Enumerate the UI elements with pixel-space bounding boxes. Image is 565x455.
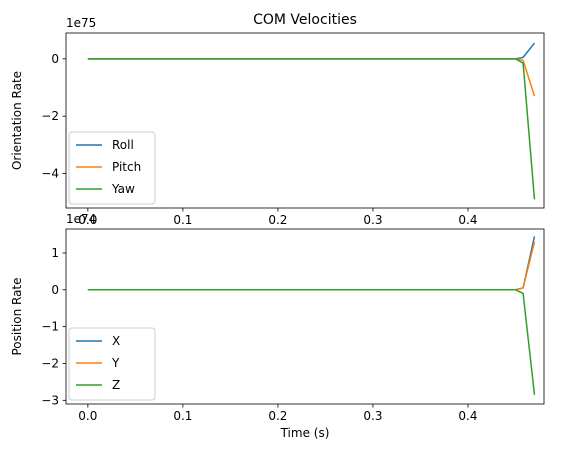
axes-frame	[65, 32, 545, 209]
y-tick-label: 1	[51, 246, 59, 260]
legend-label-x: X	[112, 334, 120, 348]
axis-offset-text: 1e74	[66, 212, 96, 226]
axis-offset-text: 1e75	[66, 16, 96, 30]
y-tick-label: −1	[41, 320, 59, 334]
x-tick-label: 0.0	[78, 409, 97, 423]
series-line-z	[87, 289, 536, 395]
chart-title: COM Velocities	[253, 12, 357, 28]
y-tick-label: 0	[51, 52, 59, 66]
series-line-y	[87, 241, 536, 291]
plot-area	[87, 42, 536, 200]
legend: Roll Pitch Yaw	[68, 131, 156, 205]
y-tick-label: −4	[41, 167, 59, 181]
legend-label-pitch: Pitch	[112, 160, 141, 174]
y-tick-label: −3	[41, 393, 59, 407]
x-tick-label: 0.4	[458, 409, 477, 423]
x-axis-label: Time (s)	[280, 426, 330, 440]
y-axis-label: Orientation Rate	[10, 71, 24, 170]
x-tick-label: 0.3	[363, 213, 382, 227]
x-tick-label: 0.1	[173, 409, 192, 423]
legend-label-y: Y	[111, 356, 120, 370]
y-tick-label: 0	[51, 283, 59, 297]
x-tick-label: 0.4	[458, 213, 477, 227]
series-line-yaw	[87, 58, 536, 200]
legend: XYZ	[68, 327, 156, 401]
x-tick-label: 0.2	[268, 213, 287, 227]
y-tick-label: −2	[41, 109, 59, 123]
legend-label-z: Z	[112, 378, 120, 392]
plot-area	[87, 236, 536, 395]
series-line-x	[87, 236, 536, 291]
legend-label-roll: Roll	[112, 138, 134, 152]
x-tick-label: 0.0	[78, 213, 97, 227]
x-tick-label: 0.2	[268, 409, 287, 423]
series-line-pitch	[87, 58, 536, 97]
x-tick-label: 0.1	[173, 213, 192, 227]
subplot-2: 0.0 0.1 0.2 0.3 0.4 1 0 −1 −2 −3 1e74 Position Rate…	[10, 212, 545, 440]
y-tick-label: −2	[41, 356, 59, 370]
y-axis-label: Position Rate	[10, 277, 24, 355]
series-line-roll	[87, 42, 536, 60]
axes-frame	[65, 228, 545, 405]
x-tick-label: 0.3	[363, 409, 382, 423]
subplot-1: 0.0 0.1 0.2 0.3 0.4 0 −2 −4 1e75 COM Velocities Or…	[10, 12, 545, 227]
legend-label-yaw: Yaw	[111, 182, 135, 196]
